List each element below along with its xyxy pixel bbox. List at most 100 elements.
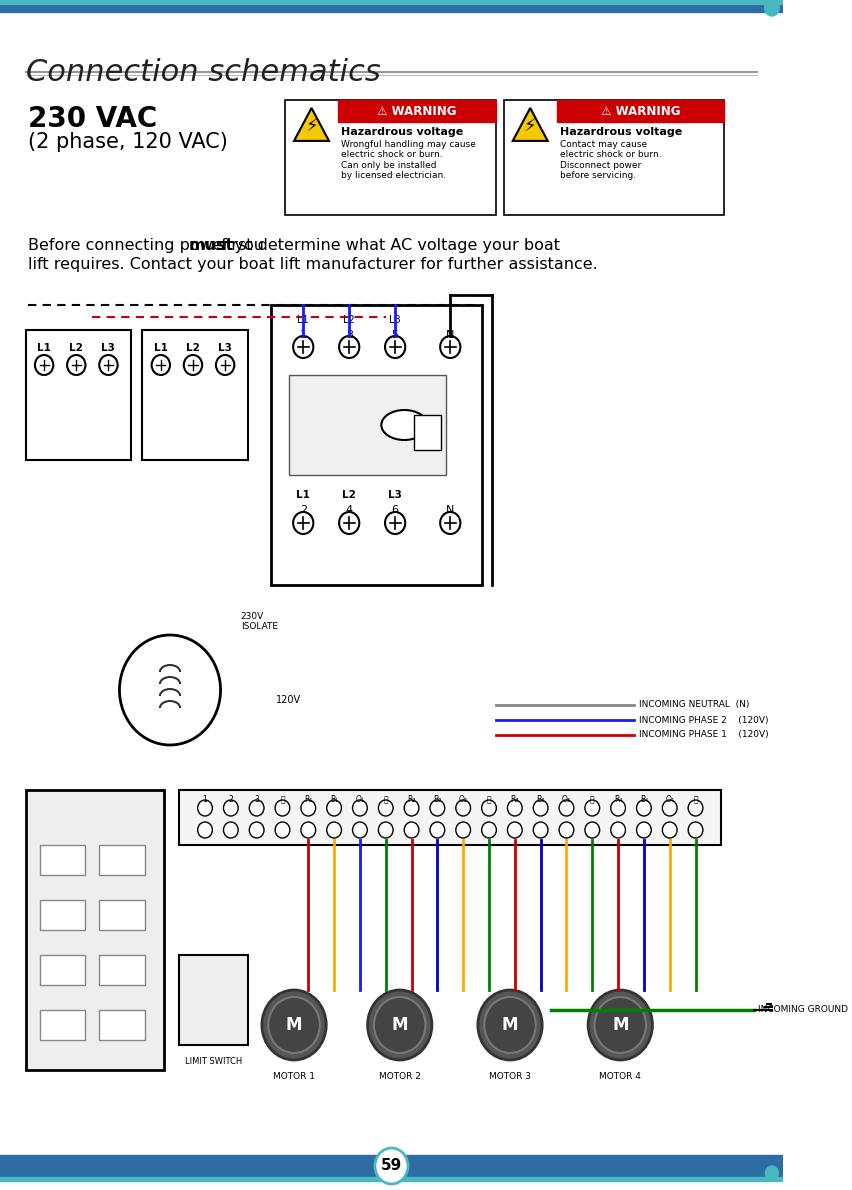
Circle shape bbox=[595, 997, 646, 1053]
Circle shape bbox=[367, 990, 432, 1060]
Text: INCOMING GROUND: INCOMING GROUND bbox=[758, 1006, 848, 1015]
Circle shape bbox=[404, 822, 419, 838]
Text: ⏚: ⏚ bbox=[486, 795, 492, 804]
Text: O₄: O₄ bbox=[665, 795, 674, 804]
Text: INCOMING PHASE 1    (120V): INCOMING PHASE 1 (120V) bbox=[639, 731, 769, 739]
Bar bbox=[99, 1010, 145, 1040]
Circle shape bbox=[611, 822, 625, 838]
Text: L3: L3 bbox=[101, 343, 115, 353]
Polygon shape bbox=[294, 108, 329, 140]
Text: MOTOR 4: MOTOR 4 bbox=[599, 1072, 642, 1081]
Circle shape bbox=[301, 800, 315, 816]
Bar bbox=[290, 375, 446, 475]
Text: N: N bbox=[446, 505, 454, 515]
Text: L2: L2 bbox=[343, 315, 355, 325]
Text: ⚠ WARNING: ⚠ WARNING bbox=[601, 105, 680, 118]
Text: 3: 3 bbox=[254, 795, 259, 804]
Circle shape bbox=[385, 336, 406, 358]
Text: ⏚: ⏚ bbox=[590, 795, 595, 804]
Circle shape bbox=[481, 800, 497, 816]
Circle shape bbox=[223, 822, 239, 838]
Circle shape bbox=[184, 355, 202, 375]
Circle shape bbox=[262, 990, 326, 1060]
Circle shape bbox=[688, 800, 703, 816]
Text: L1: L1 bbox=[296, 490, 310, 500]
Text: L3: L3 bbox=[389, 315, 401, 325]
Circle shape bbox=[301, 822, 315, 838]
Text: ⚡: ⚡ bbox=[524, 118, 537, 136]
Text: M: M bbox=[285, 1016, 302, 1034]
Text: R₃: R₃ bbox=[510, 795, 519, 804]
Circle shape bbox=[662, 800, 677, 816]
Circle shape bbox=[268, 997, 320, 1053]
Bar bbox=[99, 956, 145, 985]
Circle shape bbox=[456, 822, 470, 838]
Text: L1: L1 bbox=[154, 343, 168, 353]
Circle shape bbox=[223, 800, 239, 816]
Circle shape bbox=[404, 800, 419, 816]
Text: B₃: B₃ bbox=[537, 795, 544, 804]
Circle shape bbox=[533, 800, 548, 816]
Circle shape bbox=[35, 355, 54, 375]
Text: first determine what AC voltage your boat: first determine what AC voltage your boa… bbox=[216, 238, 560, 253]
Circle shape bbox=[216, 355, 234, 375]
Text: R₄: R₄ bbox=[614, 795, 622, 804]
Polygon shape bbox=[513, 108, 548, 140]
Text: L1: L1 bbox=[37, 343, 51, 353]
Circle shape bbox=[688, 822, 703, 838]
Circle shape bbox=[478, 990, 542, 1060]
Bar bbox=[99, 900, 145, 931]
Circle shape bbox=[430, 800, 445, 816]
Text: O₃: O₃ bbox=[562, 795, 571, 804]
Bar bbox=[39, 900, 85, 931]
Text: L3: L3 bbox=[389, 490, 402, 500]
Text: ⏚: ⏚ bbox=[383, 795, 388, 804]
Bar bbox=[0, 0, 783, 12]
Circle shape bbox=[327, 800, 342, 816]
Bar bbox=[39, 845, 85, 875]
Text: MOTOR 1: MOTOR 1 bbox=[273, 1072, 315, 1081]
Text: 2: 2 bbox=[228, 795, 233, 804]
Circle shape bbox=[440, 336, 460, 358]
Circle shape bbox=[765, 1166, 779, 1180]
Text: B₄: B₄ bbox=[640, 795, 648, 804]
Bar bbox=[0, 0, 783, 4]
Circle shape bbox=[533, 822, 548, 838]
Circle shape bbox=[152, 355, 170, 375]
Circle shape bbox=[484, 997, 536, 1053]
Bar bbox=[413, 415, 441, 450]
Circle shape bbox=[662, 822, 677, 838]
Circle shape bbox=[430, 822, 445, 838]
Bar bbox=[179, 790, 722, 845]
Circle shape bbox=[636, 822, 651, 838]
Text: LIMIT SWITCH: LIMIT SWITCH bbox=[185, 1057, 242, 1066]
Text: 3: 3 bbox=[346, 330, 353, 340]
Text: B₁: B₁ bbox=[330, 795, 338, 804]
Text: INCOMING NEUTRAL  (N): INCOMING NEUTRAL (N) bbox=[639, 701, 749, 709]
Circle shape bbox=[275, 822, 290, 838]
Circle shape bbox=[353, 822, 367, 838]
Text: L3: L3 bbox=[218, 343, 232, 353]
Bar bbox=[99, 845, 145, 875]
Circle shape bbox=[585, 800, 600, 816]
Text: M: M bbox=[612, 1016, 629, 1034]
Text: MOTOR 2: MOTOR 2 bbox=[379, 1072, 421, 1081]
Circle shape bbox=[585, 822, 600, 838]
Text: Connection schematics: Connection schematics bbox=[26, 58, 381, 87]
Text: 1: 1 bbox=[300, 330, 307, 340]
Circle shape bbox=[559, 800, 573, 816]
Text: 120V: 120V bbox=[276, 695, 301, 704]
Circle shape bbox=[375, 1148, 408, 1184]
Circle shape bbox=[378, 822, 393, 838]
Text: 230V
ISOLATE: 230V ISOLATE bbox=[241, 612, 278, 632]
Text: must: must bbox=[188, 238, 233, 253]
Circle shape bbox=[250, 800, 264, 816]
Circle shape bbox=[481, 822, 497, 838]
Text: INCOMING PHASE 2    (120V): INCOMING PHASE 2 (120V) bbox=[639, 715, 769, 725]
Bar bbox=[504, 100, 724, 215]
Circle shape bbox=[456, 800, 470, 816]
Bar bbox=[179, 956, 248, 1045]
Circle shape bbox=[374, 997, 425, 1053]
Circle shape bbox=[353, 800, 367, 816]
Circle shape bbox=[99, 355, 118, 375]
